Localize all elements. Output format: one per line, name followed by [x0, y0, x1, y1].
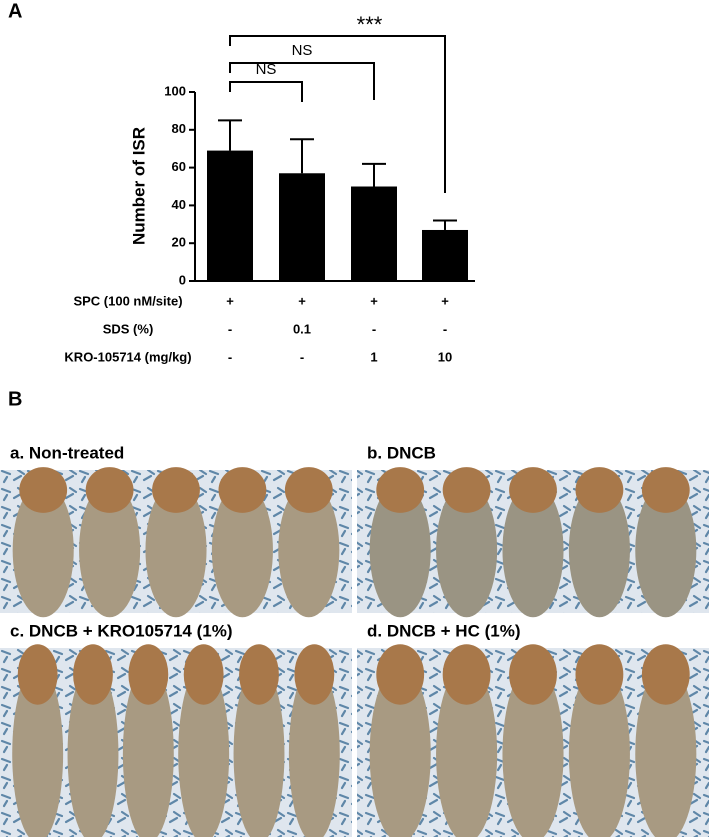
photo [0, 467, 352, 618]
mouse-body [568, 482, 630, 618]
mouse-head [73, 644, 113, 705]
y-axis-label: Number of ISR [129, 127, 148, 245]
mouse-body [211, 482, 273, 618]
mouse-head [183, 644, 224, 705]
mouse-head [509, 644, 557, 705]
mouse-head [575, 644, 624, 705]
bar [207, 150, 253, 281]
mouse-head [575, 467, 624, 513]
condition-value: + [298, 293, 306, 308]
photo-caption: d. DNCB + HC (1%) [367, 621, 520, 640]
condition-value: - [228, 321, 232, 336]
mouse-head [239, 644, 279, 705]
condition-label: KRO-105714 (mg/kg) [64, 349, 191, 364]
mouse-body [67, 665, 119, 837]
condition-value: + [226, 293, 234, 308]
panel-label: B [8, 388, 22, 410]
error-bar [362, 162, 386, 187]
mouse-head [641, 644, 690, 705]
mouse-head [442, 467, 491, 513]
mouse-body [288, 665, 340, 837]
mouse-head [128, 644, 169, 705]
mouse-body [145, 482, 207, 618]
condition-value: - [372, 321, 376, 336]
mouse-head [19, 467, 68, 513]
condition-value: 1 [370, 349, 377, 364]
mouse-body [122, 665, 174, 837]
mouse-body [502, 665, 564, 837]
mouse-body [278, 482, 340, 618]
mouse-body [635, 482, 697, 618]
mouse-body [369, 665, 431, 837]
mouse-body [436, 482, 498, 618]
mouse-head [152, 467, 200, 513]
y-tick-label: 20 [172, 235, 186, 250]
condition-value: + [441, 293, 449, 308]
mouse-body [12, 665, 64, 837]
mouse-head [17, 644, 58, 705]
significance-label: *** [357, 12, 383, 37]
condition-label: SPC (100 nM/site) [73, 293, 182, 308]
y-tick-label: 100 [164, 83, 186, 98]
photo [0, 644, 352, 837]
mouse-body [233, 665, 285, 837]
condition-value: - [228, 349, 232, 364]
error-bar [218, 119, 242, 151]
bar [422, 229, 468, 281]
mouse-body [79, 482, 141, 618]
mouse-head [376, 644, 425, 705]
mouse-body [178, 665, 230, 837]
mouse-head [85, 467, 134, 513]
significance-label: NS [256, 61, 277, 78]
condition-value: - [300, 349, 304, 364]
mouse-head [442, 644, 491, 705]
significance-bracket [229, 35, 446, 193]
mouse-body [568, 665, 630, 837]
mouse-body [502, 482, 564, 618]
photo [357, 644, 709, 837]
y-tick-label: 80 [172, 121, 186, 136]
y-tick-label: 40 [172, 197, 186, 212]
mouse-head [284, 467, 333, 513]
photo-caption: a. Non-treated [10, 443, 124, 462]
significance-label: NS [292, 42, 313, 59]
condition-value: 0.1 [293, 321, 311, 336]
error-bar [290, 138, 314, 174]
condition-value: + [370, 293, 378, 308]
condition-value: 10 [438, 349, 452, 364]
error-bar [433, 219, 457, 230]
photo [357, 467, 709, 618]
significance-bracket [229, 62, 375, 100]
condition-value: - [443, 321, 447, 336]
mouse-head [376, 467, 425, 513]
panel-label: A [8, 0, 22, 22]
photo-caption: c. DNCB + KRO105714 (1%) [10, 621, 233, 640]
mouse-head [218, 467, 267, 513]
mouse-head [641, 467, 690, 513]
condition-label: SDS (%) [103, 321, 154, 336]
bar [279, 173, 325, 281]
bar [351, 186, 397, 281]
y-tick-label: 60 [172, 159, 186, 174]
mouse-head [294, 644, 335, 705]
mouse-head [509, 467, 557, 513]
photo-caption: b. DNCB [367, 443, 436, 462]
mouse-body [436, 665, 498, 837]
significance-bracket [229, 81, 303, 102]
mouse-body [369, 482, 431, 618]
mouse-body [635, 665, 697, 837]
mouse-body [12, 482, 74, 618]
y-tick-label: 0 [179, 272, 186, 287]
